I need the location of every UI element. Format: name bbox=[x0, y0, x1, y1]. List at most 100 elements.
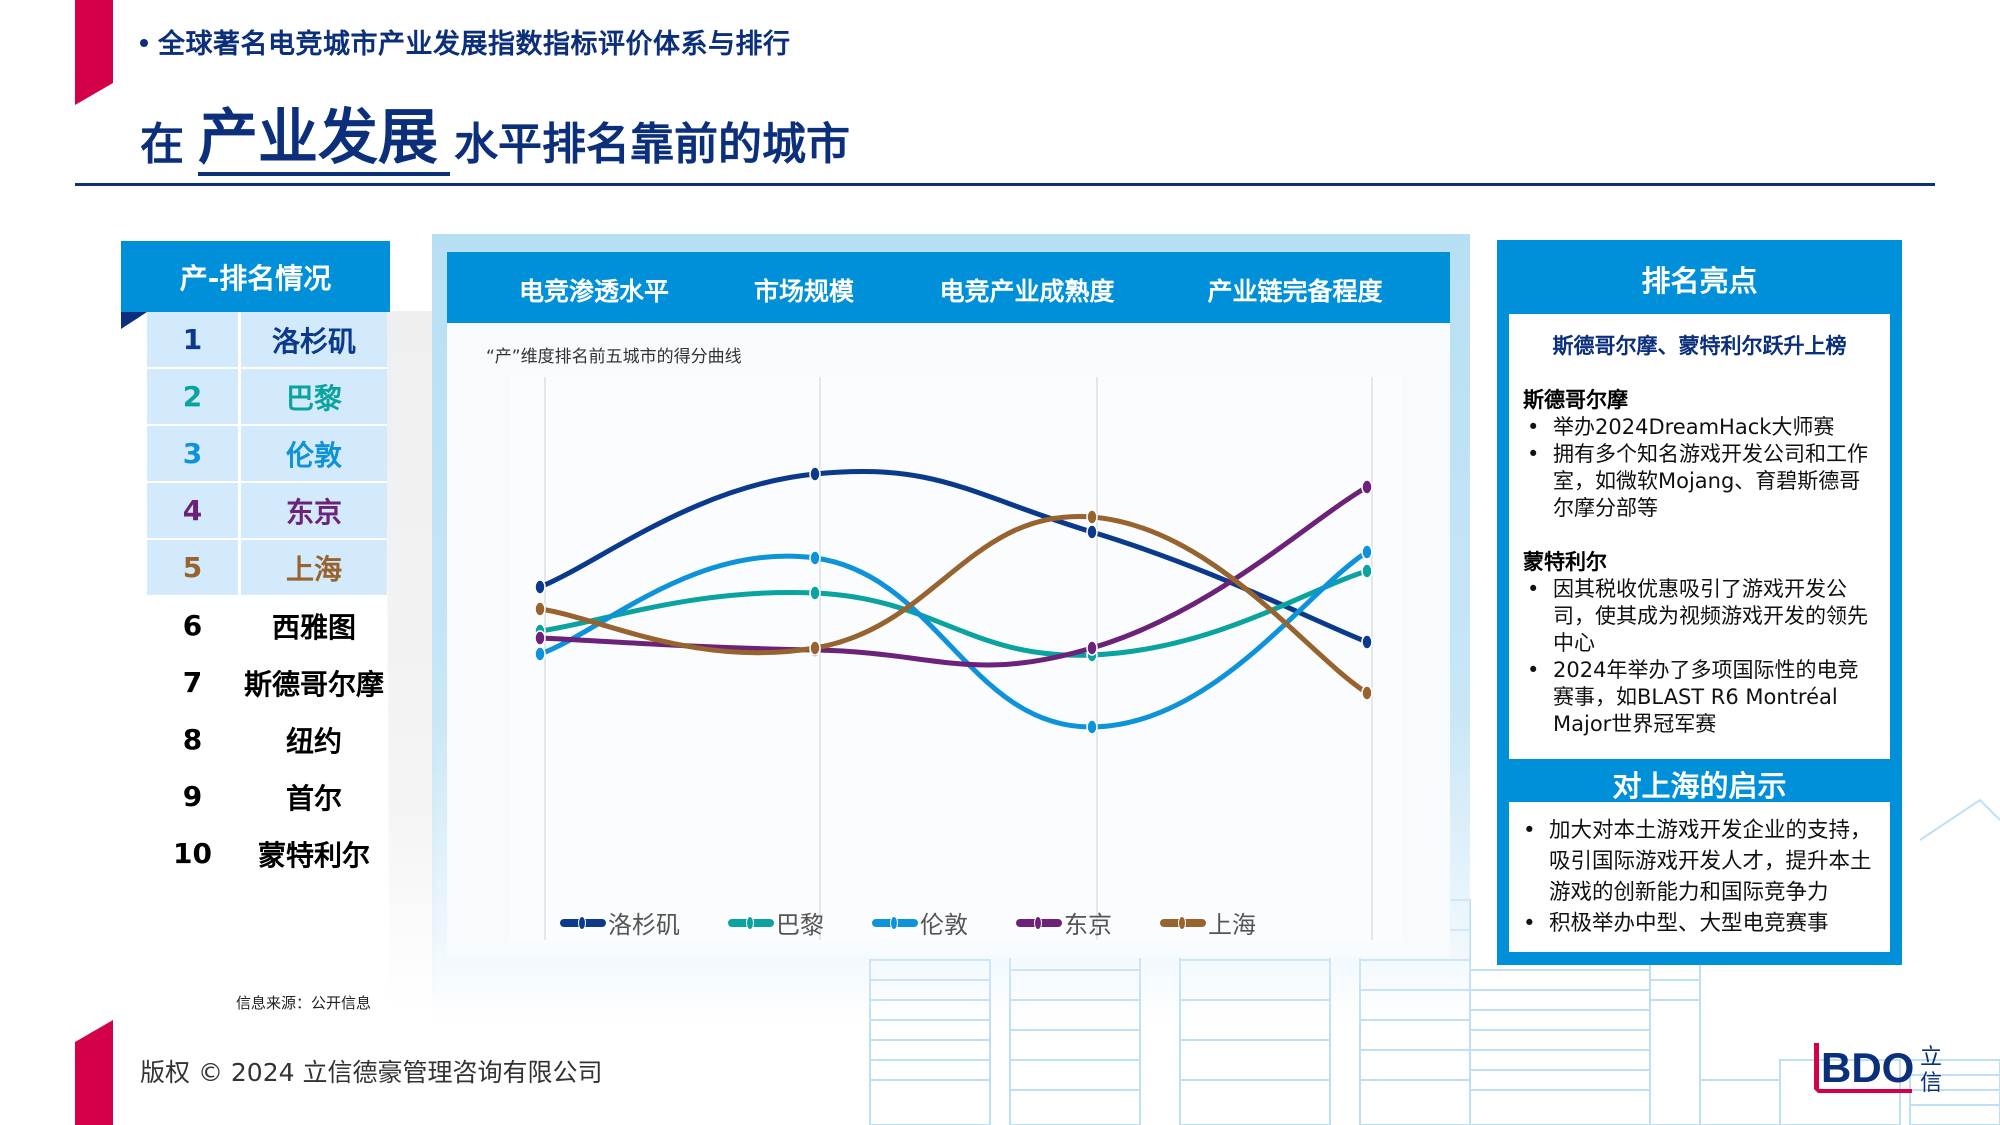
source-note: 信息来源：公开信息 bbox=[236, 994, 372, 1012]
data-point bbox=[1361, 479, 1373, 495]
legend-line-marker-icon bbox=[1160, 915, 1206, 930]
chart-gridlines bbox=[510, 377, 1402, 942]
bullet-icon bbox=[140, 38, 148, 47]
ranking-row: 5 上海 bbox=[147, 540, 387, 597]
red-accent-bottom bbox=[75, 1020, 113, 1125]
highlights-content: 斯德哥尔摩、蒙特利尔跃升上榜 斯德哥尔摩举办2024DreamHack大师赛拥有… bbox=[1509, 314, 1890, 759]
copyright-text: 版权 © 2024 立信德豪管理咨询有限公司 bbox=[140, 1058, 603, 1087]
rank-city: 首尔 bbox=[285, 781, 342, 815]
highlight-points: 因其税收优惠吸引了游戏开发公司，使其成为视频游戏开发的领先中心2024年举办了多… bbox=[1523, 576, 1876, 738]
ranking-row: 1 洛杉矶 bbox=[147, 312, 387, 369]
ranking-header-fold bbox=[121, 312, 147, 329]
rank-number: 5 bbox=[147, 540, 238, 597]
rank-number: 3 bbox=[147, 426, 238, 483]
rank-city: 巴黎 bbox=[241, 369, 387, 426]
chart-series bbox=[534, 466, 1373, 735]
rank-city: 洛杉矶 bbox=[241, 312, 387, 369]
legend-item: 巴黎 bbox=[728, 905, 824, 940]
data-point bbox=[534, 601, 546, 617]
series-line bbox=[537, 513, 1370, 696]
section-subtitle: 全球著名电竞城市产业发展指数指标评价体系与排行 bbox=[140, 22, 791, 61]
score-line-chart bbox=[510, 377, 1402, 942]
data-point bbox=[1361, 544, 1373, 560]
chart-dimension-header: 电竞渗透水平 市场规模 电竞产业成熟度 产业链完备程度 bbox=[447, 252, 1450, 323]
highlight-point: 因其税收优惠吸引了游戏开发公司，使其成为视频游戏开发的领先中心 bbox=[1523, 576, 1876, 657]
title-prefix: 在 bbox=[140, 119, 184, 170]
highlight-point: 举办2024DreamHack大师赛 bbox=[1523, 414, 1876, 441]
data-point bbox=[809, 585, 821, 601]
ranking-row: 2 巴黎 bbox=[147, 369, 387, 426]
data-point bbox=[1361, 685, 1373, 701]
legend-line-marker-icon bbox=[560, 915, 606, 930]
dimension-industry-maturity: 电竞产业成熟度 bbox=[939, 277, 1115, 306]
legend-label: 巴黎 bbox=[776, 911, 824, 939]
ranking-row: 10 蒙特利尔 bbox=[147, 825, 387, 882]
dimension-chain-completeness: 产业链完备程度 bbox=[1207, 277, 1383, 306]
rank-city: 上海 bbox=[241, 540, 387, 597]
logo-cn-bottom: 信 bbox=[1920, 1071, 1942, 1095]
rank-city: 伦敦 bbox=[241, 426, 387, 483]
legend-item: 东京 bbox=[1016, 905, 1112, 940]
highlights-subheading: 斯德哥尔摩、蒙特利尔跃升上榜 bbox=[1552, 334, 1847, 358]
legend-label: 伦敦 bbox=[920, 911, 968, 939]
data-point bbox=[809, 640, 821, 656]
ranking-row: 6 西雅图 bbox=[147, 597, 387, 654]
rank-number: 6 bbox=[182, 609, 203, 642]
data-point bbox=[1086, 524, 1098, 540]
highlights-city-list: 斯德哥尔摩举办2024DreamHack大师赛拥有多个知名游戏开发公司和工作室，… bbox=[1523, 384, 1876, 738]
rank-number: 7 bbox=[182, 666, 203, 699]
title-highlight: 产业发展 bbox=[198, 104, 450, 176]
red-accent-top bbox=[75, 0, 113, 105]
legend-item: 伦敦 bbox=[872, 905, 968, 940]
implications-title: 对上海的启示 bbox=[1612, 769, 1787, 803]
data-point bbox=[809, 466, 821, 482]
logo-cn-top: 立 bbox=[1920, 1045, 1942, 1070]
rank-city: 纽约 bbox=[285, 724, 342, 758]
ranking-row: 7 斯德哥尔摩 bbox=[147, 654, 387, 711]
implication-point: 加大对本土游戏开发企业的支持，吸引国际游戏开发人才，提升本土游戏的创新能力和国际… bbox=[1519, 815, 1880, 908]
title-divider bbox=[75, 183, 1935, 186]
legend-line-marker-icon bbox=[1016, 915, 1062, 930]
legend-label: 东京 bbox=[1064, 911, 1112, 939]
series-line bbox=[537, 568, 1370, 658]
bdo-logo: BDO 立 信 bbox=[1814, 1043, 1942, 1095]
dimension-penetration: 电竞渗透水平 bbox=[518, 277, 670, 306]
rank-city: 西雅图 bbox=[271, 610, 356, 644]
series-line bbox=[537, 549, 1370, 730]
rank-number: 8 bbox=[182, 723, 203, 756]
data-point bbox=[1086, 719, 1098, 735]
ranking-shadow-band bbox=[386, 311, 436, 1011]
chart-legend: 洛杉矶 巴黎 伦敦 东京 上海 bbox=[560, 905, 1304, 940]
data-point bbox=[534, 646, 546, 662]
legend-item: 洛杉矶 bbox=[560, 905, 680, 940]
ranking-row: 4 东京 bbox=[147, 483, 387, 540]
legend-label: 洛杉矶 bbox=[608, 911, 680, 939]
legend-label: 上海 bbox=[1208, 911, 1256, 939]
implications-content: 加大对本土游戏开发企业的支持，吸引国际游戏开发人才，提升本土游戏的创新能力和国际… bbox=[1509, 802, 1890, 952]
rank-number: 2 bbox=[147, 369, 238, 426]
ranking-list: 1 洛杉矶 2 巴黎 3 伦敦 4 东京 5 上海 6 西雅图 7 斯德哥尔摩 8 纽约 9 首尔 10 蒙特利尔 bbox=[147, 312, 387, 882]
implication-point: 积极举办中型、大型电竞赛事 bbox=[1519, 908, 1880, 939]
ranking-row: 9 首尔 bbox=[147, 768, 387, 825]
rank-city: 斯德哥尔摩 bbox=[243, 667, 384, 701]
legend-line-marker-icon bbox=[728, 915, 774, 930]
highlight-city-name: 蒙特利尔 bbox=[1523, 550, 1607, 574]
rank-number: 1 bbox=[147, 312, 238, 369]
ranking-row: 8 纽约 bbox=[147, 711, 387, 768]
data-point bbox=[534, 579, 546, 595]
rank-city: 蒙特利尔 bbox=[257, 838, 370, 872]
highlight-point: 拥有多个知名游戏开发公司和工作室，如微软Mojang、育碧斯德哥尔摩分部等 bbox=[1523, 441, 1876, 522]
highlight-city-name: 斯德哥尔摩 bbox=[1523, 388, 1628, 412]
series-line bbox=[537, 484, 1370, 668]
subtitle-text: 全球著名电竞城市产业发展指数指标评价体系与排行 bbox=[158, 29, 791, 60]
data-point bbox=[809, 550, 821, 566]
highlights-title: 排名亮点 bbox=[1641, 264, 1758, 298]
legend-item: 上海 bbox=[1160, 905, 1256, 940]
logo-text: BDO bbox=[1821, 1044, 1914, 1091]
rank-number: 9 bbox=[182, 780, 203, 813]
ranking-row: 3 伦敦 bbox=[147, 426, 387, 483]
highlight-point: 2024年举办了多项国际性的电竞赛事，如BLAST R6 Montréal Ma… bbox=[1523, 657, 1876, 738]
legend-line-marker-icon bbox=[872, 915, 918, 930]
chart-caption: “产”维度排名前五城市的得分曲线 bbox=[486, 347, 742, 367]
ranking-header: 产-排名情况 bbox=[121, 241, 390, 312]
